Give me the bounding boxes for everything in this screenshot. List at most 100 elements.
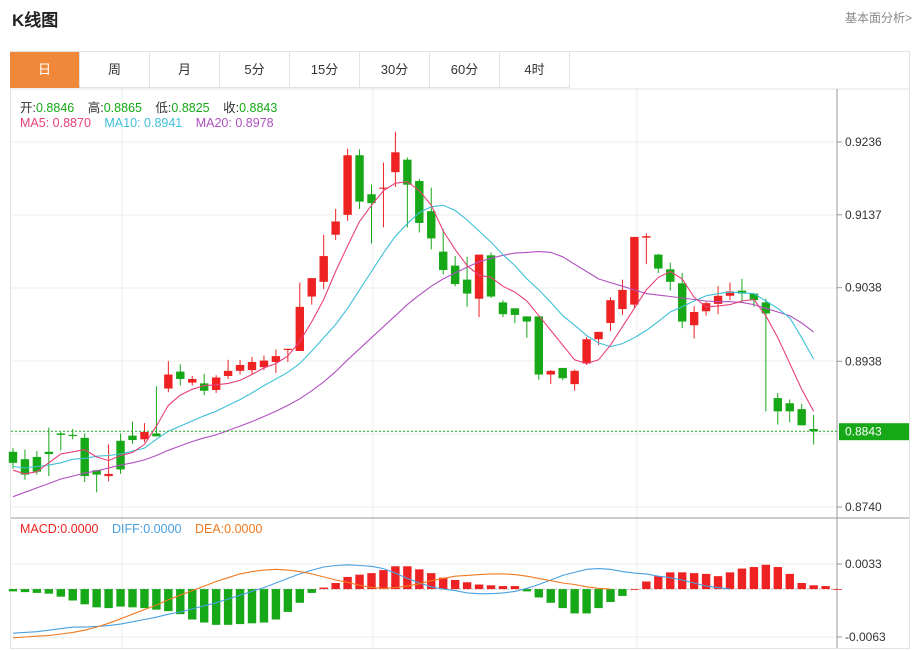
candle-body [630,236,639,305]
candle-body [713,295,723,304]
macd-bar [271,589,281,620]
price-tick-label: 0.8740 [845,500,882,514]
candle-body [176,371,185,379]
candle-body [367,194,376,204]
macd-bar [713,576,723,590]
candle-body [654,254,663,269]
candle-body [474,254,484,299]
candle-body [211,377,221,390]
tab-day[interactable]: 日 [10,52,80,88]
candle-body [391,152,400,173]
candle-body [200,383,209,391]
macd-bar [176,589,185,615]
chart-panel [10,51,910,649]
macd-bar [737,568,747,590]
tab-week[interactable]: 周 [80,52,150,88]
macd-bar [522,589,532,592]
macd-bar [223,589,233,625]
macd-bar [474,584,484,590]
tab-4hour[interactable]: 4时 [500,52,570,88]
page-title: K线图 [12,11,59,30]
macd-value: 0.0000 [60,522,99,536]
candle-body [223,370,233,377]
ma10-value: 0.8941 [144,116,183,130]
macd-bar [32,589,42,593]
macd-bar [606,589,615,603]
ma20-value: 0.8978 [235,116,274,130]
close-label: 收: [223,101,240,115]
header: K线图 基本面分析> [0,0,920,34]
ma20-line [12,251,814,498]
macd-bar [510,586,520,590]
macd-bar [594,589,603,609]
macd-bar [355,574,364,590]
candle-body [749,293,759,301]
macd-bar [642,581,651,590]
macd-bar [689,573,699,590]
ma5-line [12,181,815,475]
macd-bar [211,589,221,625]
tab-30min[interactable]: 30分 [360,52,430,88]
macd-bar [785,573,794,590]
macd-bar [534,589,543,598]
macd-bar [259,589,269,623]
macd-bar [367,573,376,590]
macd-bar [283,589,293,612]
candle-body [797,409,806,426]
price-tick-label: 0.8938 [845,354,882,368]
candle-body [678,283,687,322]
candle-body [92,470,101,475]
open-value: 0.8846 [35,101,75,115]
macd-bar [235,589,245,625]
candle-body [582,339,591,364]
candle-body [259,360,269,368]
tab-15min[interactable]: 15分 [290,52,360,88]
macd-bar [68,589,77,601]
candle-body [331,221,340,235]
macd-bar [128,589,137,608]
tab-60min[interactable]: 60分 [430,52,500,88]
candle-body [68,434,77,437]
tab-month[interactable]: 月 [150,52,220,88]
candle-body [785,403,794,412]
candle-body [343,155,352,215]
candle-body [8,451,18,463]
candle-body [56,433,65,435]
price-tick-label: 0.9236 [845,135,882,149]
fundamental-analysis-link[interactable]: 基本面分析> [844,11,912,25]
tab-5min[interactable]: 5分 [220,52,290,88]
candle-body [642,236,651,238]
macd-tick-label: 0.0033 [845,557,882,571]
candle-body [725,291,735,296]
macd-label: MACD: [20,522,61,536]
macd-bar [44,589,54,594]
high-value: 0.8865 [103,101,142,115]
low-value: 0.8825 [171,101,210,115]
macd-bar [797,583,806,590]
macd-bar [56,589,65,597]
ma20-label: MA20: [195,116,232,130]
ma10-line [12,204,815,469]
macd-bar [391,566,400,590]
last-price-label: 0.8843 [845,425,882,439]
candle-body [570,370,579,385]
candle-body [247,362,257,371]
macd-bar [498,586,508,590]
macd-bar [678,572,687,590]
last-price-marker [839,423,909,441]
candle-body [235,364,245,371]
candle-body [534,316,543,375]
candle-body [510,308,520,315]
candle-body [427,211,436,239]
macd-bar [8,589,18,592]
candle-body [522,316,532,322]
candle-body [271,356,281,363]
macd-bar [833,589,842,590]
macd-bar [92,589,101,608]
macd-bar [403,566,412,590]
ma-info: MA5: 0.8870 MA10: 0.8941 MA20: 0.8978 [20,116,284,130]
macd-bar [295,589,304,603]
candle-body [606,300,615,324]
macd-bar [749,567,759,590]
